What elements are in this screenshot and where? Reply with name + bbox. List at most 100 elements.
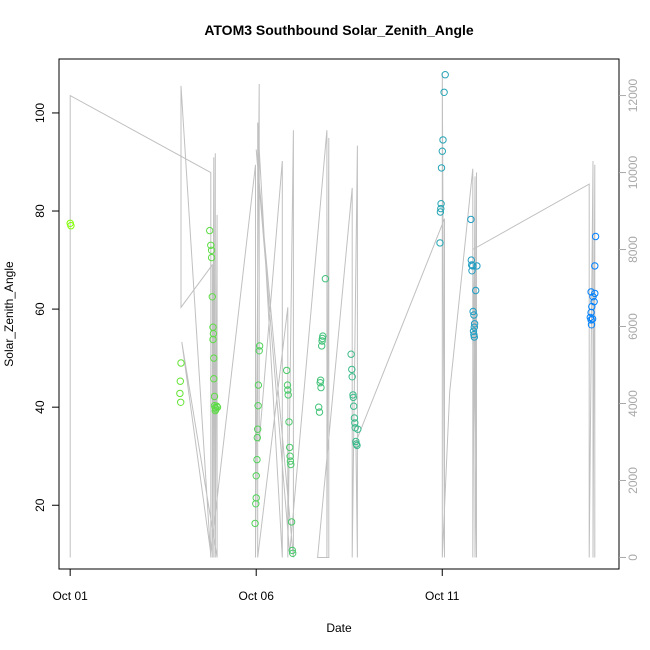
data-point <box>591 289 599 298</box>
data-point <box>210 354 218 362</box>
y2-tick-label: 2000 <box>626 467 640 494</box>
data-point <box>347 350 355 358</box>
y-axis-label: Solar_Zenith_Angle <box>2 261 16 367</box>
data-point <box>316 379 324 387</box>
data-point <box>470 311 478 319</box>
y-axis: 20 40 60 80 100 <box>33 103 60 512</box>
data-point <box>210 392 219 401</box>
data-point <box>350 402 358 410</box>
y2-tick-label: 8000 <box>626 236 640 263</box>
data-point <box>469 307 477 316</box>
data-point <box>177 398 185 406</box>
track-line <box>69 72 596 558</box>
data-point <box>436 208 445 216</box>
data-point <box>287 518 296 526</box>
data-point <box>437 204 445 213</box>
data-point <box>469 262 477 270</box>
y-tick-label: 20 <box>33 498 47 512</box>
data-point <box>473 262 481 270</box>
data-point <box>255 347 263 355</box>
data-point <box>353 441 361 450</box>
data-point <box>177 359 185 367</box>
data-point <box>591 262 599 270</box>
data-point <box>206 226 214 235</box>
data-point <box>316 376 325 384</box>
y-tick-label: 40 <box>33 400 47 414</box>
data-point <box>318 337 326 345</box>
data-point <box>207 253 216 262</box>
data-point <box>207 246 216 255</box>
x-tick-label: Oct 01 <box>52 589 88 603</box>
data-point <box>321 275 330 283</box>
data-point <box>470 323 478 331</box>
data-point <box>467 215 475 224</box>
data-point <box>352 437 360 446</box>
data-point <box>255 342 264 350</box>
data-point <box>254 402 262 410</box>
data-point <box>317 383 325 392</box>
y2-tick-label: 0 <box>626 554 640 561</box>
data-point <box>472 286 480 295</box>
x-tick-label: Oct 06 <box>239 589 275 603</box>
x-tick-label: Oct 11 <box>425 589 460 603</box>
data-point <box>252 494 260 502</box>
data-point <box>209 335 217 344</box>
data-point <box>440 88 448 97</box>
y-tick-label: 60 <box>33 302 47 316</box>
data-point <box>318 342 326 350</box>
data-point <box>441 71 449 79</box>
data-point <box>284 391 292 399</box>
data-point <box>469 327 478 335</box>
data-point <box>436 239 444 247</box>
data-point <box>587 321 596 329</box>
data-point <box>349 391 357 399</box>
data-point <box>253 455 261 464</box>
data-point <box>349 393 357 402</box>
points-layer <box>66 71 600 557</box>
y2-tick-label: 6000 <box>626 313 640 340</box>
data-point <box>176 377 185 385</box>
data-point <box>315 403 323 411</box>
data-point <box>67 222 75 230</box>
chart-title: ATOM3 Southbound Solar_Zenith_Angle <box>204 22 474 38</box>
data-point <box>591 232 600 241</box>
data-point <box>351 419 359 427</box>
data-point <box>468 261 476 269</box>
data-point <box>587 288 595 296</box>
data-point <box>439 136 447 144</box>
data-point <box>286 452 294 460</box>
data-point <box>213 403 222 411</box>
x-axis: Oct 01 Oct 06 Oct 11 <box>52 568 460 603</box>
data-point <box>286 443 294 452</box>
data-point <box>254 425 262 433</box>
data-point <box>286 457 295 465</box>
data-point <box>437 200 445 208</box>
data-point <box>254 381 263 389</box>
data-point <box>207 241 215 250</box>
y-tick-label: 80 <box>33 204 47 218</box>
data-point <box>285 418 293 426</box>
data-point <box>438 147 446 155</box>
data-point <box>213 402 221 410</box>
x-axis-label: Date <box>326 621 352 635</box>
data-point <box>284 386 292 394</box>
data-point <box>287 460 295 469</box>
data-point <box>210 375 218 383</box>
data-point <box>288 546 296 555</box>
data-point <box>253 433 261 442</box>
data-point <box>468 267 476 275</box>
y-tick-label: 100 <box>33 103 47 123</box>
track-layer <box>69 72 596 558</box>
data-point <box>470 333 478 341</box>
data-point <box>283 381 292 389</box>
data-point <box>283 366 291 375</box>
data-point <box>252 472 260 480</box>
data-point <box>319 332 327 340</box>
data-point <box>348 365 356 374</box>
data-point <box>176 389 184 398</box>
data-point <box>251 519 259 528</box>
data-point <box>437 164 446 172</box>
data-point <box>587 316 595 324</box>
data-point <box>208 293 217 301</box>
y2-axis: 0 2000 4000 6000 8000 10000 12000 <box>619 79 640 561</box>
